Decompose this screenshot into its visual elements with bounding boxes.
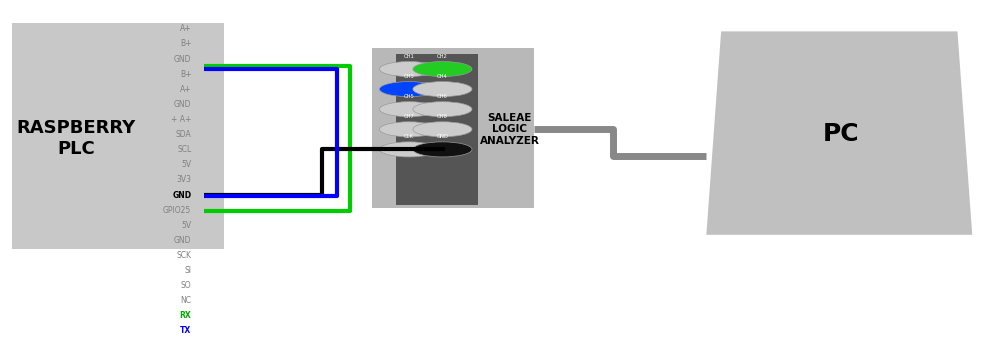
Text: CH7: CH7 bbox=[403, 114, 414, 119]
Text: GND: GND bbox=[436, 134, 448, 139]
Text: PC: PC bbox=[822, 122, 859, 146]
Text: CH4: CH4 bbox=[437, 74, 448, 78]
Text: RX: RX bbox=[179, 311, 191, 320]
Circle shape bbox=[412, 122, 471, 137]
Circle shape bbox=[412, 102, 471, 117]
Text: + A+: + A+ bbox=[171, 115, 191, 124]
Text: RASPBERRY
PLC: RASPBERRY PLC bbox=[17, 119, 136, 158]
Text: NC: NC bbox=[180, 296, 191, 305]
Text: CLK: CLK bbox=[403, 134, 413, 139]
Text: SALEAE
LOGIC
ANALYZER: SALEAE LOGIC ANALYZER bbox=[479, 113, 538, 146]
Text: CH2: CH2 bbox=[437, 54, 448, 58]
Text: 5V: 5V bbox=[181, 221, 191, 230]
FancyBboxPatch shape bbox=[12, 23, 224, 249]
Text: SCL: SCL bbox=[176, 145, 191, 154]
Text: B+: B+ bbox=[179, 40, 191, 49]
Text: 5V: 5V bbox=[181, 160, 191, 169]
Text: B+: B+ bbox=[179, 69, 191, 78]
Text: CH3: CH3 bbox=[403, 74, 414, 78]
Circle shape bbox=[412, 82, 471, 97]
FancyBboxPatch shape bbox=[371, 48, 533, 208]
Circle shape bbox=[379, 122, 438, 137]
Text: CH6: CH6 bbox=[437, 94, 448, 99]
Text: CH5: CH5 bbox=[403, 94, 414, 99]
Circle shape bbox=[379, 142, 438, 157]
Text: A+: A+ bbox=[179, 85, 191, 94]
Text: GPIO25: GPIO25 bbox=[163, 206, 191, 215]
Text: GND: GND bbox=[174, 54, 191, 64]
Text: SCK: SCK bbox=[176, 251, 191, 260]
Text: GND: GND bbox=[174, 100, 191, 109]
Text: 3V3: 3V3 bbox=[176, 175, 191, 184]
Circle shape bbox=[379, 82, 438, 97]
Polygon shape bbox=[706, 31, 971, 235]
Text: SI: SI bbox=[184, 266, 191, 275]
FancyBboxPatch shape bbox=[395, 54, 477, 205]
Text: GND: GND bbox=[172, 191, 191, 200]
Circle shape bbox=[379, 62, 438, 77]
Circle shape bbox=[412, 62, 471, 77]
Text: TX: TX bbox=[179, 326, 191, 335]
Text: SDA: SDA bbox=[176, 130, 191, 139]
Text: CH8: CH8 bbox=[437, 114, 448, 119]
Text: SO: SO bbox=[180, 281, 191, 290]
Circle shape bbox=[379, 102, 438, 117]
Circle shape bbox=[412, 142, 471, 157]
Text: A+: A+ bbox=[179, 24, 191, 33]
Text: GND: GND bbox=[174, 236, 191, 245]
Text: CH1: CH1 bbox=[403, 54, 414, 58]
